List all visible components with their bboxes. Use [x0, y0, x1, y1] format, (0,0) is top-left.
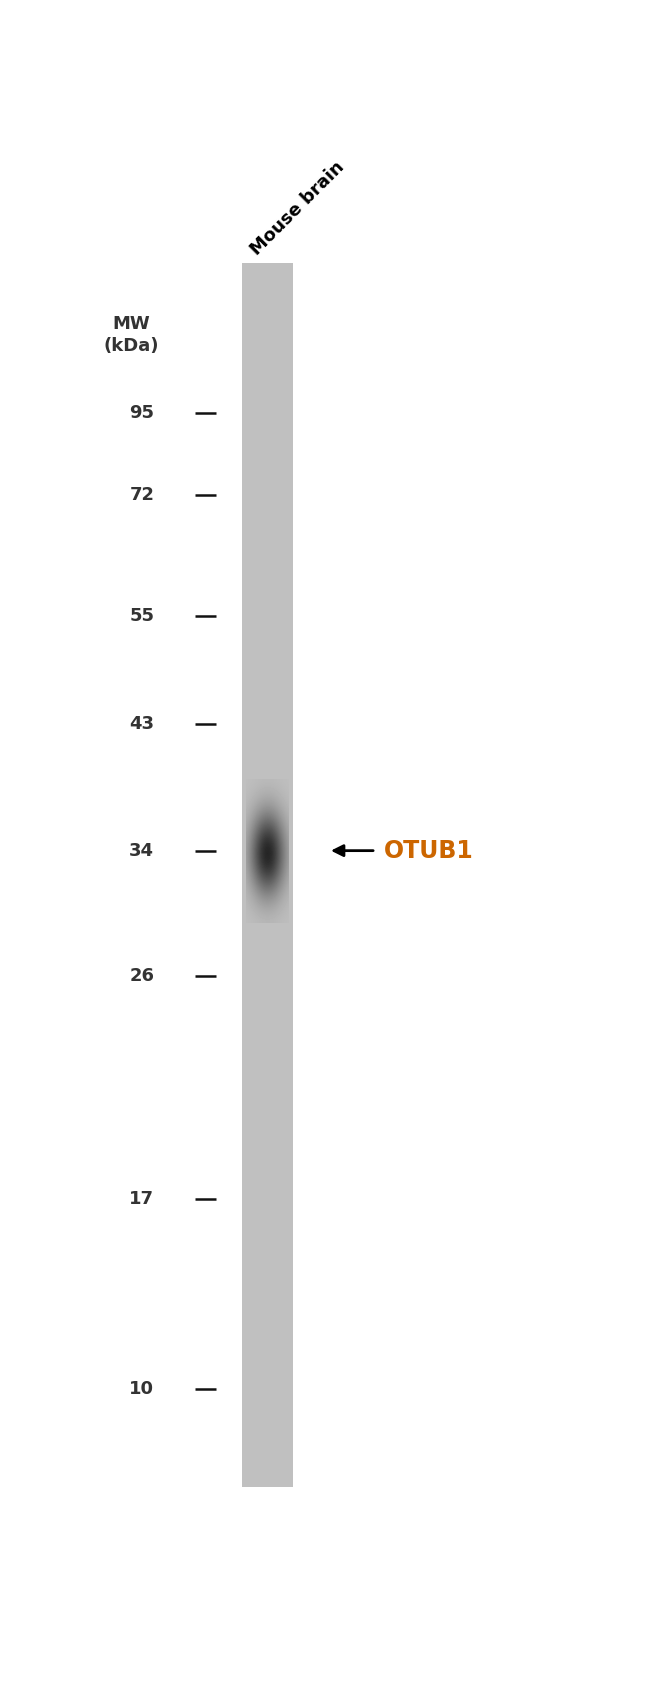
Text: 55: 55 [129, 607, 154, 626]
Bar [242, 264, 293, 1488]
Text: 26: 26 [129, 967, 154, 986]
Text: 95: 95 [129, 405, 154, 422]
Text: MW
(kDa): MW (kDa) [104, 314, 159, 355]
Text: 10: 10 [129, 1380, 154, 1397]
Text: OTUB1: OTUB1 [384, 838, 473, 862]
Text: 17: 17 [129, 1190, 154, 1207]
Text: 72: 72 [129, 486, 154, 503]
Text: 43: 43 [129, 714, 154, 733]
Text: 34: 34 [129, 842, 154, 860]
Text: Mouse brain: Mouse brain [248, 158, 348, 258]
